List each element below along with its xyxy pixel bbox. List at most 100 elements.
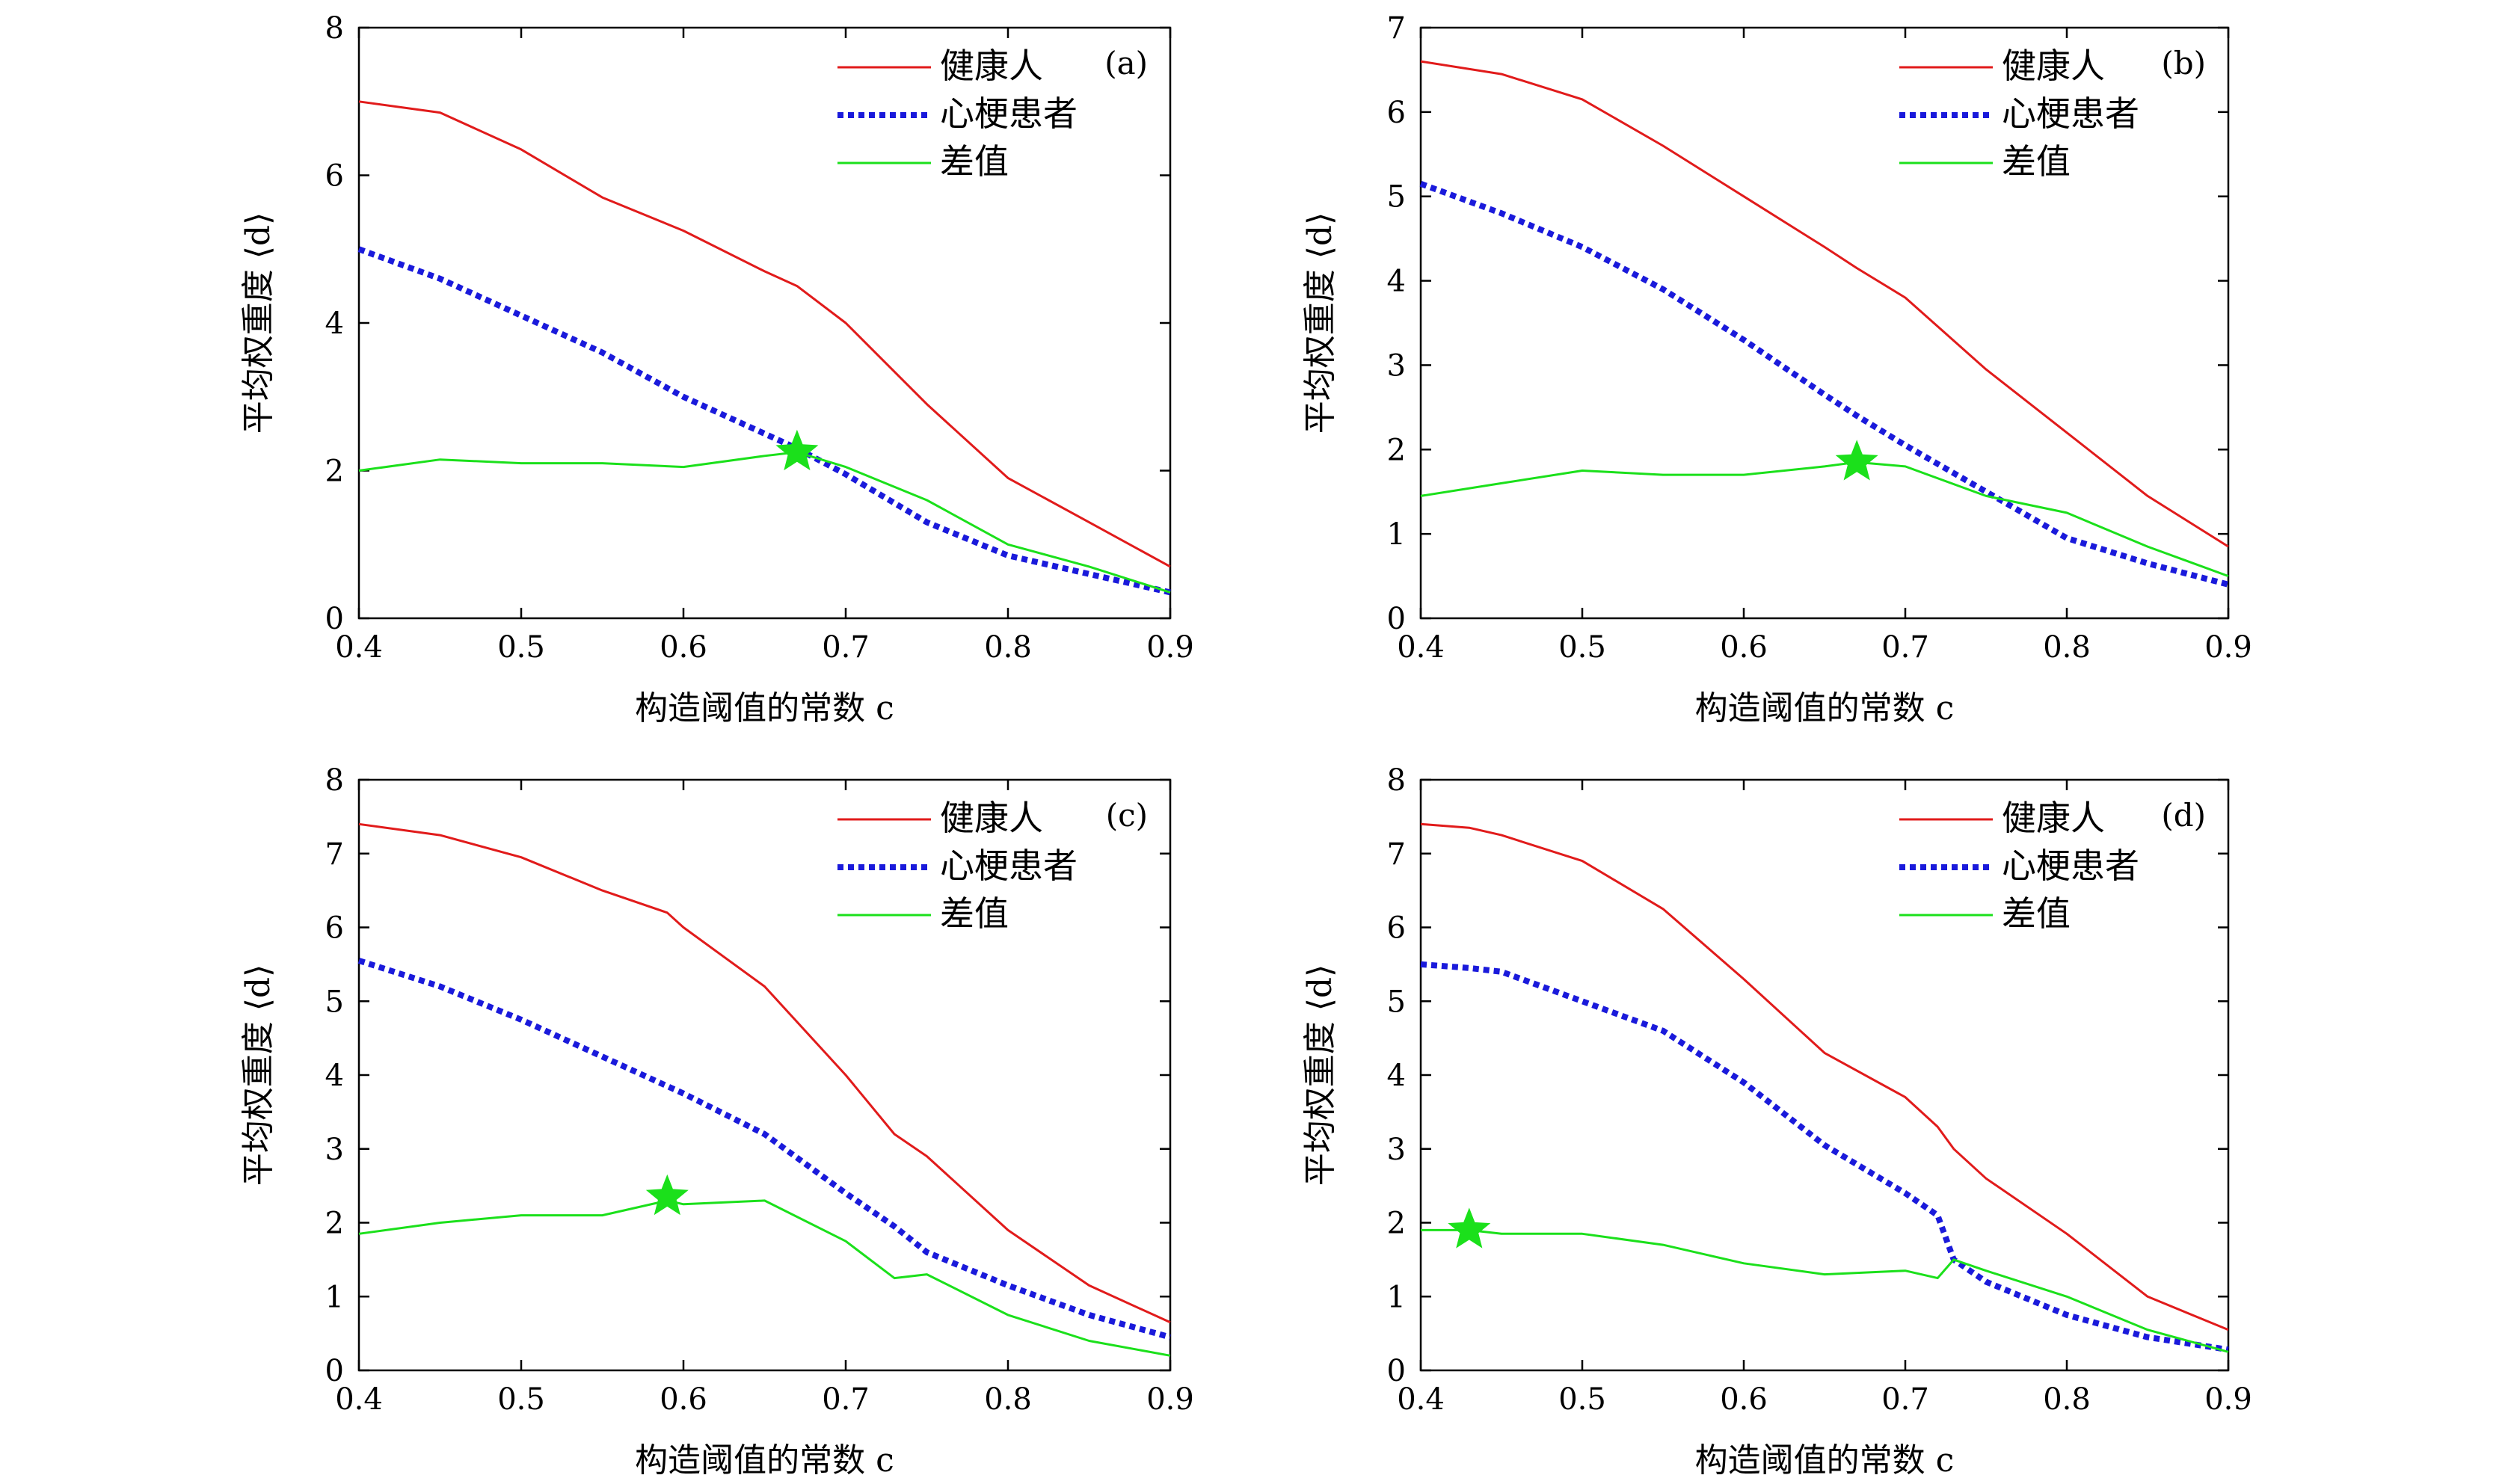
y-tick-label: 8 bbox=[325, 11, 344, 46]
x-tick-label: 0.9 bbox=[2204, 1382, 2252, 1417]
y-tick-label: 8 bbox=[1387, 763, 1406, 798]
series-line-patient bbox=[357, 246, 1171, 596]
crossover-star-marker bbox=[775, 429, 819, 471]
x-tick-label: 0.7 bbox=[1881, 1382, 1929, 1417]
y-tick-label: 5 bbox=[1387, 985, 1406, 1019]
y-tick-label: 7 bbox=[1387, 837, 1406, 872]
legend-label-difference: 差值 bbox=[940, 893, 1009, 934]
y-tick-label: 6 bbox=[325, 159, 344, 194]
x-tick-label: 0.5 bbox=[497, 630, 545, 665]
x-tick-label: 0.8 bbox=[984, 1382, 1032, 1417]
x-tick-label: 0.4 bbox=[1397, 630, 1445, 665]
y-tick-label: 7 bbox=[325, 837, 344, 872]
x-tick-label: 0.4 bbox=[335, 1382, 383, 1417]
legend-label-difference: 差值 bbox=[2002, 141, 2071, 182]
y-tick-label: 6 bbox=[1387, 96, 1406, 130]
x-axis-title: 构造阈值的常数 c bbox=[1695, 1441, 1955, 1480]
legend-label-healthy: 健康人 bbox=[2002, 798, 2105, 838]
chart-panel-d: 0.4 0.5 0.6 0.7 0.8 0.9 0 1 2 3 4 5 6 7 8 构造阈值的常数 c 平均权重… bbox=[1301, 763, 2252, 1480]
series-line-patient bbox=[357, 958, 1172, 1340]
y-tick-label: 4 bbox=[1387, 265, 1406, 299]
legend-label-patient: 心梗患者 bbox=[2002, 93, 2139, 134]
legend-label-healthy: 健康人 bbox=[940, 798, 1043, 838]
y-axis-title: 平均权重度 ⟨d⟩ bbox=[1301, 212, 1339, 434]
x-tick-label: 0.4 bbox=[335, 630, 383, 665]
x-tick-label: 0.7 bbox=[822, 1382, 870, 1417]
series-line-difference bbox=[358, 1199, 1171, 1357]
x-tick-label: 0.7 bbox=[1881, 630, 1929, 665]
y-tick-label: 3 bbox=[1387, 348, 1406, 383]
panel-tag: (d) bbox=[2161, 797, 2206, 834]
y-tick-label: 8 bbox=[325, 763, 344, 798]
crossover-star-marker bbox=[1448, 1207, 1491, 1249]
y-axis-title: 平均权重度 ⟨d⟩ bbox=[239, 964, 277, 1186]
x-tick-label: 0.4 bbox=[1397, 1382, 1445, 1417]
series-line-healthy bbox=[358, 822, 1171, 1324]
x-tick-label: 0.8 bbox=[2043, 1382, 2091, 1417]
panel-tag: (a) bbox=[1104, 45, 1148, 81]
x-tick-label: 0.6 bbox=[1720, 1382, 1768, 1417]
chart-panel-b: 0.4 0.5 0.6 0.7 0.8 0.9 0 1 2 3 4 5 6 7 构造阈值的常数 c 平均权重度… bbox=[1301, 11, 2252, 727]
y-tick-label: 1 bbox=[325, 1280, 344, 1314]
series-line-healthy bbox=[1420, 822, 2229, 1331]
x-tick-label: 0.5 bbox=[497, 1382, 545, 1417]
legend-label-difference: 差值 bbox=[940, 141, 1009, 182]
y-tick-label: 1 bbox=[1387, 1280, 1406, 1314]
y-tick-label: 6 bbox=[325, 911, 344, 946]
series-line-patient bbox=[1420, 961, 2229, 1353]
y-tick-label: 6 bbox=[1387, 911, 1406, 946]
panel-tag: (c) bbox=[1106, 797, 1148, 834]
legend-label-patient: 心梗患者 bbox=[940, 93, 1078, 134]
x-tick-label: 0.6 bbox=[660, 630, 707, 665]
series-line-healthy bbox=[1420, 60, 2229, 548]
y-tick-label: 2 bbox=[325, 455, 344, 489]
x-axis-title: 构造阈值的常数 c bbox=[635, 1441, 894, 1480]
x-tick-label: 0.9 bbox=[1146, 1382, 1194, 1417]
x-axis-title: 构造阈值的常数 c bbox=[1695, 689, 1955, 727]
x-axis-title: 构造阈值的常数 c bbox=[635, 689, 894, 727]
y-axis-title: 平均权重度 ⟨d⟩ bbox=[1301, 964, 1339, 1186]
x-tick-label: 0.6 bbox=[1720, 630, 1768, 665]
y-tick-label: 7 bbox=[1387, 11, 1406, 46]
legend-label-patient: 心梗患者 bbox=[940, 846, 1078, 886]
chart-panel-c: 0.4 0.5 0.6 0.7 0.8 0.9 0 1 2 3 4 5 6 7 8 构造阈值的常数 c 平均权重… bbox=[239, 763, 1194, 1480]
legend-label-healthy: 健康人 bbox=[940, 46, 1043, 86]
y-tick-label: 2 bbox=[1387, 433, 1406, 467]
y-tick-label: 3 bbox=[325, 1133, 344, 1167]
chart-panel-a: 0.4 0.5 0.6 0.7 0.8 0.9 0 2 4 6 8 构造阈值的常数 c 平均权重度 ⟨d… bbox=[239, 11, 1194, 727]
crossover-star-marker bbox=[645, 1174, 689, 1216]
x-tick-label: 0.6 bbox=[660, 1382, 707, 1417]
x-tick-label: 0.5 bbox=[1558, 630, 1606, 665]
y-tick-label: 4 bbox=[325, 307, 344, 341]
series-line-difference bbox=[358, 451, 1171, 594]
series-line-patient bbox=[1419, 181, 2230, 588]
y-tick-label: 4 bbox=[325, 1059, 344, 1093]
y-tick-label: 0 bbox=[325, 1354, 344, 1388]
legend-label-healthy: 健康人 bbox=[2002, 46, 2105, 86]
y-tick-label: 0 bbox=[325, 602, 344, 636]
y-tick-label: 2 bbox=[1387, 1207, 1406, 1241]
x-tick-label: 0.7 bbox=[822, 630, 870, 665]
series-line-difference bbox=[1421, 1228, 2229, 1353]
x-tick-label: 0.5 bbox=[1558, 1382, 1606, 1417]
y-tick-label: 4 bbox=[1387, 1059, 1406, 1093]
plot-frame bbox=[1419, 26, 2230, 620]
y-tick-label: 5 bbox=[325, 985, 344, 1019]
y-axis-title: 平均权重度 ⟨d⟩ bbox=[239, 212, 277, 434]
crossover-star-marker bbox=[1835, 440, 1878, 481]
x-tick-label: 0.9 bbox=[2204, 630, 2252, 665]
y-tick-label: 0 bbox=[1387, 1354, 1406, 1388]
y-tick-label: 2 bbox=[325, 1207, 344, 1241]
x-tick-label: 0.9 bbox=[1146, 630, 1194, 665]
series-line-healthy bbox=[358, 100, 1171, 568]
legend-label-patient: 心梗患者 bbox=[2002, 846, 2139, 886]
y-tick-label: 1 bbox=[1387, 517, 1406, 552]
y-tick-label: 0 bbox=[1387, 602, 1406, 636]
panel-tag: (b) bbox=[2161, 45, 2206, 81]
y-tick-label: 3 bbox=[1387, 1133, 1406, 1167]
x-tick-label: 0.8 bbox=[2043, 630, 2091, 665]
legend-label-difference: 差值 bbox=[2002, 893, 2071, 934]
series-line-difference bbox=[1420, 461, 2229, 578]
y-tick-label: 5 bbox=[1387, 180, 1406, 215]
